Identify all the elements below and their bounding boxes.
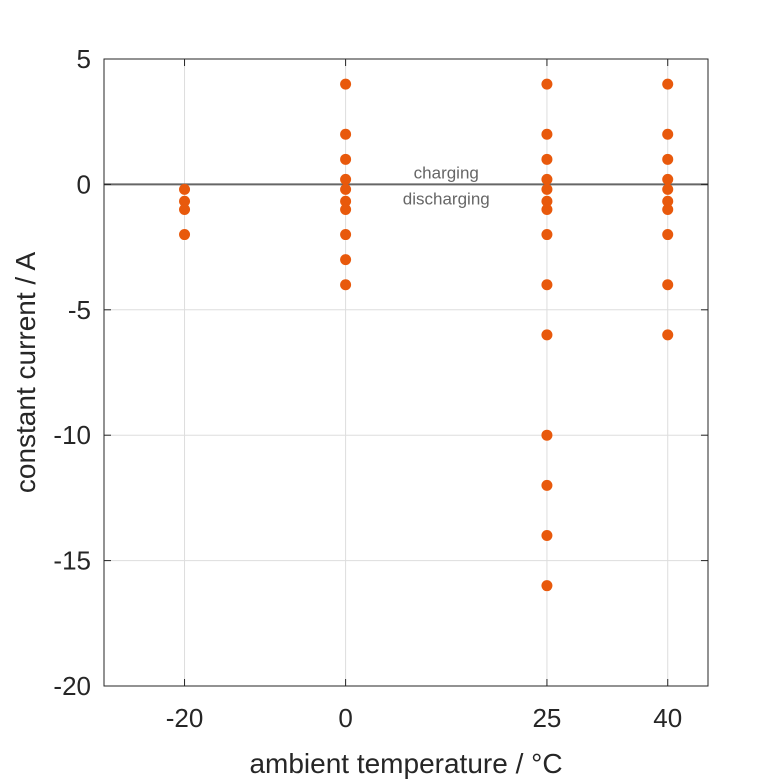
data-point (662, 229, 674, 241)
data-point (541, 78, 553, 90)
y-tick-label: -20 (53, 671, 91, 701)
data-point (662, 203, 674, 215)
data-point (340, 128, 352, 140)
data-point (179, 229, 191, 241)
x-axis-label: ambient temperature / °C (249, 748, 562, 779)
data-point (662, 153, 674, 165)
data-point (179, 203, 191, 215)
x-axis-ticks: -20 0 25 40 (166, 59, 682, 733)
data-point (340, 229, 352, 241)
data-point (340, 173, 352, 185)
data-point (662, 128, 674, 140)
data-point (662, 78, 674, 90)
data-point (541, 429, 553, 441)
y-axis-ticks: 5 0 -5 -10 -15 -20 (53, 44, 708, 701)
data-point (541, 153, 553, 165)
data-point (340, 254, 352, 266)
data-point (662, 183, 674, 195)
plot-frame (103, 58, 709, 687)
data-point (541, 479, 553, 491)
y-tick-label: -15 (53, 546, 91, 576)
data-point (541, 530, 553, 542)
y-tick-label: 0 (77, 169, 91, 199)
data-point (340, 183, 352, 195)
annotation-discharging: discharging (403, 189, 490, 208)
data-point (541, 229, 553, 241)
data-point (179, 183, 191, 195)
data-point (541, 279, 553, 291)
grid-lines (104, 58, 708, 687)
data-point (662, 195, 674, 207)
data-point (340, 78, 352, 90)
data-point (662, 279, 674, 291)
data-point (179, 195, 191, 207)
x-tick-label: 25 (532, 703, 561, 733)
data-point (662, 173, 674, 185)
data-point (662, 329, 674, 341)
y-tick-label: -5 (68, 295, 91, 325)
y-tick-label: -10 (53, 420, 91, 450)
data-point (541, 173, 553, 185)
data-point (541, 329, 553, 341)
annotations: charging discharging (403, 163, 490, 208)
x-tick-label: -20 (166, 703, 204, 733)
y-tick-label: 5 (77, 44, 91, 74)
data-point (541, 195, 553, 207)
data-point (541, 128, 553, 140)
data-point (541, 580, 553, 592)
data-point (340, 153, 352, 165)
x-tick-label: 0 (338, 703, 352, 733)
annotation-charging: charging (414, 163, 479, 182)
data-point (340, 195, 352, 207)
y-axis-label: constant current / A (10, 252, 41, 494)
data-point (541, 183, 553, 195)
data-point (340, 203, 352, 215)
data-point (541, 203, 553, 215)
data-points (179, 78, 674, 592)
x-tick-label: 40 (653, 703, 682, 733)
data-point (340, 279, 352, 291)
